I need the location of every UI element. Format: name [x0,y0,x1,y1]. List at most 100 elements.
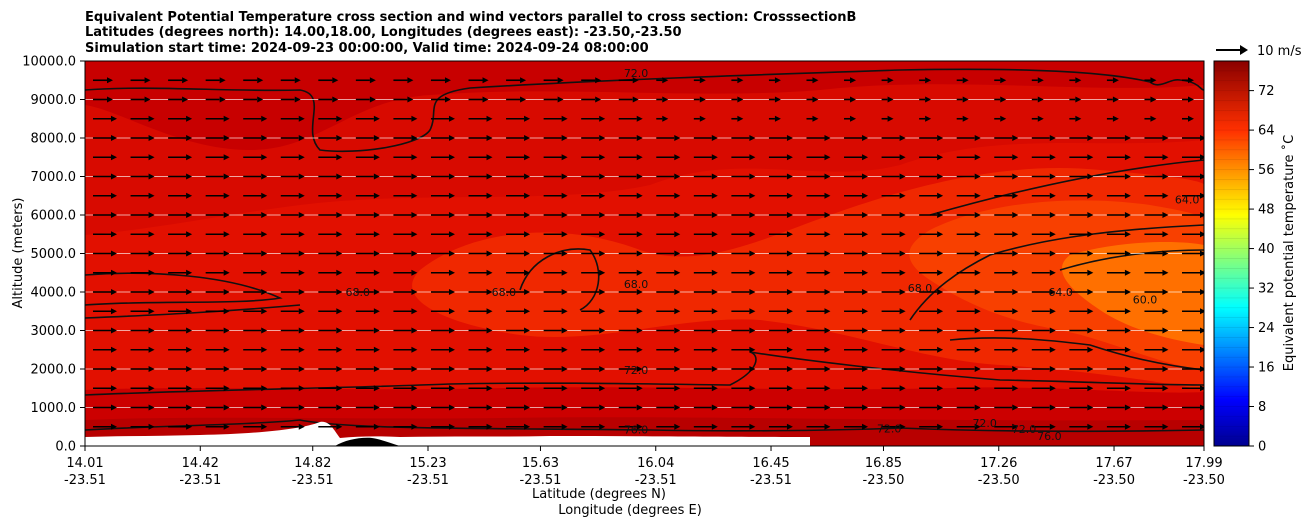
wind-vector [881,192,906,199]
wind-vector [731,250,756,257]
wind-vector [1144,192,1169,199]
wind-vector [618,96,639,103]
wind-vector [731,269,756,276]
wind-vector [506,346,531,353]
contour-68-mid [519,248,600,311]
wind-vector [205,135,230,141]
wind-vector [506,289,531,295]
wind-vector [318,423,343,430]
wind-vector [130,404,155,411]
wind-vector [956,327,981,334]
wind-vector [168,366,193,372]
wind-vector [280,366,305,372]
wind-vector [355,404,380,411]
wind-vector [919,308,944,315]
wind-vector [93,192,117,199]
wind-vector [956,269,981,276]
wind-vector [205,250,230,257]
x-tick-label-lon: -23.51 [520,473,562,488]
wind-vector [543,192,568,199]
wind-vector [1106,135,1131,141]
wind-vector [130,423,155,430]
x-tick-label-lat: 17.99 [1185,456,1222,471]
wind-vector [280,115,305,122]
y-tick-label: 10000.0 [22,55,76,70]
wind-vector [430,154,455,161]
contour-label: 68.0 [908,282,933,295]
wind-vector [806,423,831,430]
wind-vector [1031,327,1056,334]
x-tick-label-lat: 16.85 [865,456,902,471]
contour-label: 64.0 [1175,193,1200,206]
wind-vector [430,96,451,103]
wind-vector [243,135,268,141]
wind-vector [93,327,117,334]
wind-vector [1069,308,1094,315]
wind-vector [806,327,831,334]
wind-vector [581,135,606,141]
contour-label: 68.0 [492,286,517,299]
wind-vector [881,269,906,276]
wind-vector [881,289,906,295]
wind-vector [656,308,681,315]
wind-vector [768,154,793,161]
wind-vector [1182,250,1204,257]
wind-vector [656,212,681,218]
wind-vector [806,77,819,84]
wind-vector [130,192,155,199]
wind-vector [430,327,455,334]
wind-vector [205,154,230,161]
wind-vector [994,327,1019,334]
wind-vector [318,327,343,334]
wind-vector [393,154,418,161]
wind-vector [430,269,455,276]
wind-vector [205,404,230,411]
wind-vector [581,115,606,122]
wind-vector [581,404,606,411]
wind-vector [581,192,606,199]
wind-vector [355,423,380,430]
wind-vector [280,173,305,180]
wind-vector [543,231,568,238]
wind-vector [168,231,193,238]
wind-vector [318,404,343,411]
wind-vector [1182,423,1204,430]
wind-vector [1144,346,1169,353]
wind-vector [956,385,981,392]
wind-vector [1069,423,1094,430]
x-tick-label-lon: -23.50 [863,473,905,488]
wind-vector [1182,308,1204,315]
wind-vector [806,308,831,315]
wind-vector [468,173,493,180]
wind-vector [919,231,944,238]
wind-vector [919,250,944,257]
wind-vector [506,192,531,199]
wind-vector [844,366,869,372]
wind-vector [844,250,869,257]
wind-vector [355,96,376,103]
wind-vector [844,77,857,84]
wind-vector [430,423,455,430]
wind-vector [768,385,793,392]
wind-vector [506,77,527,84]
x-tick-label-lon: -23.50 [978,473,1020,488]
wind-vector [168,327,193,334]
wind-vector [468,192,493,199]
contour-label: 72.0 [877,423,902,436]
wind-vector [393,192,418,199]
wind-vector [768,231,793,238]
contour-label: 76.0 [1037,430,1062,443]
wind-vector [956,115,969,122]
wind-vector [205,366,230,372]
x-tick-label-lat: 14.82 [294,456,331,471]
y-tick-label: 9000.0 [31,93,77,108]
colorbar-ticks: 0 8 16 24 32 40 48 56 64 72 [1249,84,1275,455]
wind-vector [994,77,1007,84]
wind-vector [806,269,831,276]
wind-vector [1069,250,1094,257]
y-tick-label: 1000.0 [31,401,77,416]
wind-vector [318,346,343,353]
wind-vector [693,423,718,430]
wind-vector [468,77,489,84]
wind-vector [1144,212,1169,218]
